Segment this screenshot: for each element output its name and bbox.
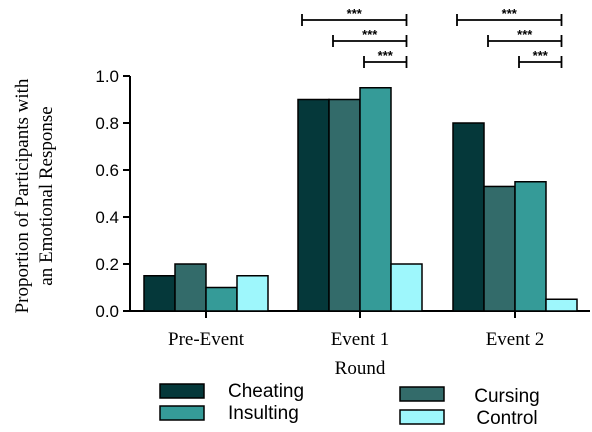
x-tick-label: Event 2 — [486, 329, 545, 350]
y-axis-label-line-2: an Emotional Response — [36, 106, 57, 285]
legend-swatch — [399, 386, 445, 402]
x-axis-label: Round — [335, 358, 386, 379]
y-tick-label: 0.4 — [95, 208, 119, 227]
legend-swatch — [399, 409, 445, 425]
significance-bracket: *** — [487, 27, 563, 47]
bar — [328, 98, 361, 312]
legend-item: Insulting — [159, 403, 299, 424]
legend-swatch — [159, 383, 205, 399]
significance-bracket: *** — [456, 6, 563, 26]
legend-item: Cheating — [159, 381, 304, 402]
significance-label: *** — [517, 27, 533, 42]
bar — [390, 263, 423, 312]
legend-label: Insulting — [228, 403, 299, 424]
y-tick-label: 0.0 — [95, 302, 119, 321]
significance-label: *** — [502, 6, 518, 21]
legend-label: Cheating — [228, 381, 304, 402]
y-axis-label-line-1: Proportion of Participants with — [12, 78, 33, 313]
significance-label: *** — [362, 27, 378, 42]
significance-bracket: *** — [332, 27, 408, 47]
bar — [514, 181, 547, 312]
bar — [452, 122, 485, 312]
significance-bracket: *** — [301, 6, 408, 26]
x-tick-label: Pre-Event — [168, 329, 245, 350]
significance-bracket: *** — [363, 48, 408, 68]
y-tick-label: 1.0 — [95, 67, 119, 86]
y-tick-label: 0.2 — [95, 255, 119, 274]
x-tick-label: Event 1 — [331, 329, 390, 350]
bar — [174, 263, 207, 312]
plot-area: 0.0 0.2 0.4 0.6 0.8 1.0 Pre-Event Event 1 Event … — [95, 6, 590, 350]
legend-swatch — [159, 405, 205, 421]
bar — [143, 275, 176, 312]
legend-label: Control — [476, 408, 537, 429]
significance-label: *** — [378, 48, 394, 63]
bar — [297, 98, 330, 312]
legend-item: Control — [399, 408, 538, 429]
y-tick-label: 0.8 — [95, 114, 119, 133]
bar — [236, 275, 269, 312]
bar — [545, 298, 578, 312]
legend: Cheating Cursing Insulting Control — [159, 381, 540, 429]
significance-label: *** — [533, 48, 549, 63]
legend-label: Cursing — [474, 386, 539, 407]
bar — [359, 87, 392, 312]
significance-bracket: *** — [518, 48, 563, 68]
bar — [483, 185, 516, 312]
bar — [205, 286, 238, 312]
significance-label: *** — [347, 6, 363, 21]
legend-item: Cursing — [399, 386, 540, 407]
y-tick-label: 0.6 — [95, 161, 119, 180]
